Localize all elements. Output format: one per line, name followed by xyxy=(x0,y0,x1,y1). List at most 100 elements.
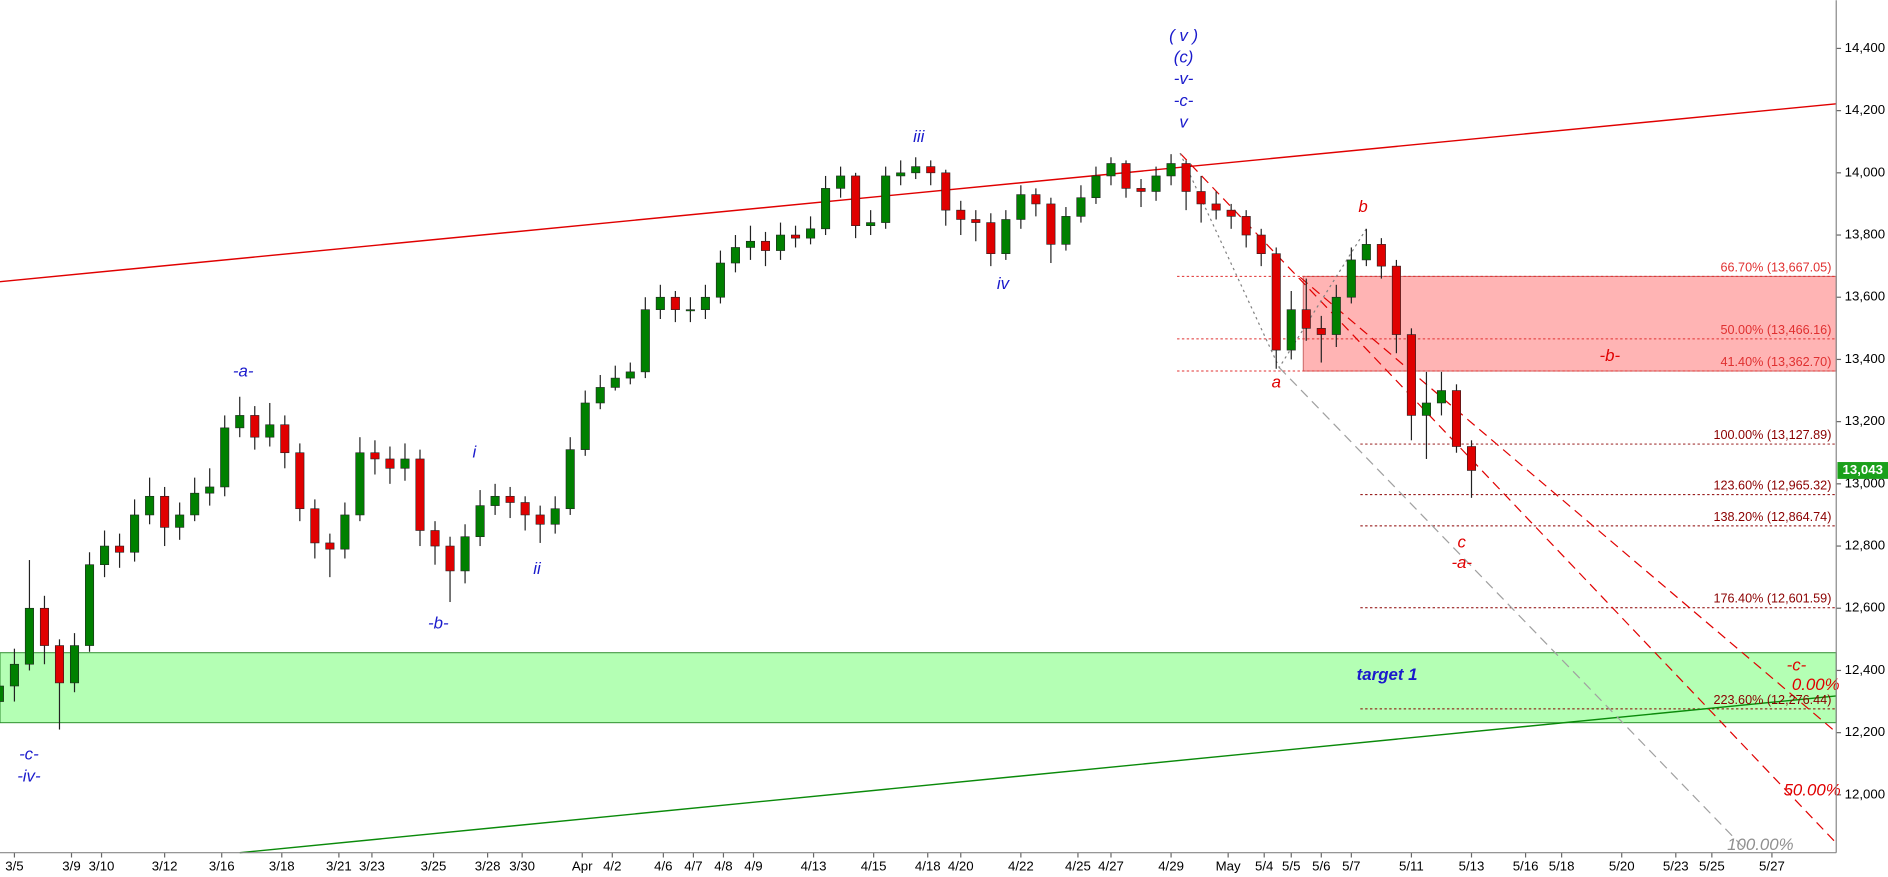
x-tick-label: 4/29 xyxy=(1158,859,1184,874)
candle-body xyxy=(205,486,215,494)
candle-body xyxy=(1046,203,1056,245)
x-tick-label: 4/6 xyxy=(654,859,672,874)
candle-body xyxy=(1151,175,1161,192)
candle-body xyxy=(400,458,410,469)
candle-body xyxy=(220,427,230,488)
zone xyxy=(0,652,1837,724)
y-tick-label: 12,400 xyxy=(1845,662,1885,677)
x-tick-label: 4/25 xyxy=(1065,859,1091,874)
candle-body xyxy=(1121,163,1131,189)
candle-body xyxy=(610,377,620,388)
candle-body xyxy=(986,222,996,254)
x-tick-label: 5/13 xyxy=(1459,859,1485,874)
candle-body xyxy=(745,240,755,248)
wave-label: ii xyxy=(533,559,542,578)
y-tick-label: 13,200 xyxy=(1845,413,1885,428)
candle-body xyxy=(760,240,771,251)
candle-body xyxy=(1421,402,1431,416)
x-tick-label: Apr xyxy=(572,859,593,874)
wave-label: -c- xyxy=(1787,656,1807,675)
candle-body xyxy=(1271,253,1281,351)
trendline xyxy=(1179,152,1837,844)
candle-body xyxy=(145,495,155,516)
x-tick-label: 4/2 xyxy=(603,859,621,874)
wave-label: 0.00% xyxy=(1792,675,1840,694)
wave-label: ( v ) xyxy=(1169,26,1198,45)
candle-body xyxy=(1436,390,1446,404)
candle-body xyxy=(700,296,710,310)
x-tick-label: 4/8 xyxy=(714,859,732,874)
fib-label: 223.60% (12,276.44) xyxy=(1713,693,1831,707)
candle-body xyxy=(1331,296,1341,335)
y-tick-label: 12,000 xyxy=(1845,786,1885,801)
wave-label: a xyxy=(1272,373,1281,392)
candle-body xyxy=(971,219,981,223)
candle-body xyxy=(520,502,530,516)
candle-body xyxy=(39,607,49,646)
x-tick-label: 4/9 xyxy=(744,859,762,874)
fib-label: 100.00% (13,127.89) xyxy=(1713,428,1831,442)
candle-body xyxy=(295,452,305,510)
candle-body xyxy=(1406,334,1416,416)
x-tick-label: 3/16 xyxy=(209,859,235,874)
wave-label: -a- xyxy=(233,362,254,381)
candle-body xyxy=(1031,194,1041,205)
trendline xyxy=(1299,276,1837,733)
labels: 12,000 12,200 12,400 12,600 12,800 13,000 13,2… xyxy=(5,26,1888,874)
candle-body xyxy=(715,262,725,298)
x-tick-label: 5/11 xyxy=(1399,859,1424,874)
candle-body xyxy=(806,228,816,239)
x-tick-label: 5/5 xyxy=(1282,859,1300,874)
x-tick-label: 3/18 xyxy=(269,859,295,874)
candle-body xyxy=(1016,194,1026,220)
x-tick-label: 5/18 xyxy=(1549,859,1575,874)
candle-body xyxy=(1241,216,1251,236)
candle-body xyxy=(1211,203,1221,211)
candle-body xyxy=(685,309,695,312)
candle-body xyxy=(625,371,635,379)
wave-label: iv xyxy=(997,274,1011,293)
candle-body xyxy=(1256,234,1266,254)
candle-body xyxy=(1091,175,1101,199)
candle-body xyxy=(24,607,34,665)
x-tick-label: 4/13 xyxy=(801,859,827,874)
x-tick-label: 3/30 xyxy=(509,859,535,874)
candle-body xyxy=(881,175,891,223)
fib-label: 41.40% (13,362.70) xyxy=(1721,355,1832,369)
x-tick-label: 5/16 xyxy=(1513,859,1539,874)
y-tick-label: 12,200 xyxy=(1845,724,1885,739)
x-tick-label: 3/9 xyxy=(62,859,80,874)
candle-body xyxy=(1076,197,1086,217)
x-tick-label: 3/28 xyxy=(475,859,501,874)
x-tick-label: 4/27 xyxy=(1098,859,1124,874)
wave-label: c xyxy=(1458,533,1467,552)
x-tick-label: 5/7 xyxy=(1342,859,1360,874)
trendline xyxy=(1179,152,1367,369)
candle-body xyxy=(535,514,545,525)
candle-body xyxy=(926,166,936,174)
candle-body xyxy=(9,663,19,687)
wave-label: iii xyxy=(913,127,925,146)
y-tick-label: 13,800 xyxy=(1845,227,1885,242)
fib-label: 123.60% (12,965.32) xyxy=(1713,479,1831,493)
trendline xyxy=(0,103,1837,283)
x-tick-label: 3/21 xyxy=(326,859,352,874)
candle-body xyxy=(836,175,846,189)
candle-body xyxy=(1181,163,1191,192)
x-tick-label: 5/20 xyxy=(1609,859,1635,874)
candle-body xyxy=(280,424,290,454)
candle-body xyxy=(100,545,110,566)
x-tick-label: 3/10 xyxy=(89,859,115,874)
wave-label: 50.00% xyxy=(1784,781,1841,800)
y-tick-label: 12,600 xyxy=(1845,600,1885,615)
candle-body xyxy=(956,209,966,220)
candle-body xyxy=(445,545,455,572)
candle-body xyxy=(896,172,906,177)
candle-body xyxy=(580,402,590,450)
candle-body xyxy=(85,564,95,646)
candle-body xyxy=(565,449,575,510)
wave-label: -b- xyxy=(428,613,449,632)
wave-label: -b- xyxy=(1600,346,1621,365)
x-tick-label: May xyxy=(1216,859,1241,874)
